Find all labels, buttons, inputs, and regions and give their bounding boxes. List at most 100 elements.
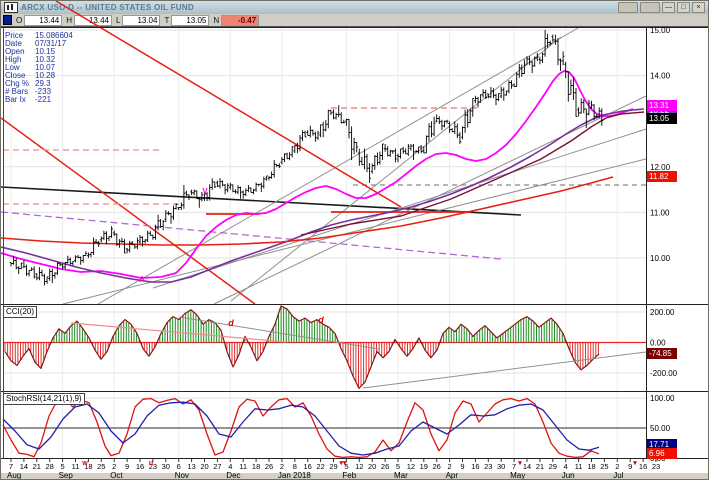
- date-tick-label: 6: [177, 462, 181, 471]
- price-marker-V: V: [202, 187, 208, 196]
- axis-red-marker: w: [81, 460, 88, 467]
- date-tick-label: 26: [433, 462, 441, 471]
- stochrsi-signal-line: [2, 401, 600, 456]
- date-tick-label: 7: [512, 462, 516, 471]
- date-tick-label: 26: [265, 462, 273, 471]
- date-axis: 7 14 21 28 5 11 18 25 2 9 16 23 30 6 13 20 27 4 11 18 26 2 8 16…: [7, 459, 660, 480]
- info-row: # Bars -233: [5, 88, 73, 96]
- quote-field-label-O: O: [16, 15, 23, 25]
- month-label: Aug: [7, 471, 21, 480]
- quote-symbol-chip: [3, 15, 12, 25]
- date-tick-label: 2: [448, 462, 452, 471]
- info-label: # Bars: [5, 87, 29, 96]
- axis-badge-6.96: 6.96: [647, 448, 677, 459]
- info-label: Close: [5, 71, 26, 80]
- date-tick-label: 11: [72, 462, 80, 471]
- cci-axis-label: -200.00: [650, 369, 678, 378]
- fast-ema-line: [1, 70, 634, 279]
- info-row: Open 10.15: [5, 48, 73, 56]
- price-marker-Λ: Λ: [139, 275, 145, 284]
- gray-channel-1: [62, 158, 647, 305]
- restore-button[interactable]: □: [677, 2, 690, 13]
- window-buttons: — □ ×: [618, 2, 705, 13]
- close-button[interactable]: ×: [692, 2, 705, 13]
- minimize-button[interactable]: —: [662, 2, 675, 13]
- date-tick-label: 25: [600, 462, 608, 471]
- main-chart-area[interactable]: [4, 28, 646, 304]
- date-tick-label: 13: [187, 462, 195, 471]
- date-tick-label: 8: [293, 462, 297, 471]
- date-tick-label: 28: [46, 462, 54, 471]
- price-axis-label: 12.00: [650, 163, 671, 172]
- axis-badge-17.71: 17.71: [647, 439, 677, 450]
- info-row: Date 07/31/17: [5, 40, 73, 48]
- info-value: 07/31/17: [35, 39, 67, 48]
- date-tick-label: 21: [33, 462, 41, 471]
- date-tick-label: 21: [536, 462, 544, 471]
- gray-channel-4: [213, 95, 647, 305]
- month-label: May: [510, 471, 525, 480]
- data-info-panel: Price 15.086604 Date 07/31/17 Open 10.15 High 1…: [5, 32, 73, 104]
- date-tick-label: 4: [228, 462, 232, 471]
- month-label: Jan 2018: [278, 471, 311, 480]
- gray-channel-3: [152, 128, 647, 289]
- date-tick-label: 18: [252, 462, 260, 471]
- cci-pink-downtrend: [70, 322, 287, 343]
- month-label: Dec: [226, 471, 240, 480]
- date-tick-label: 26: [381, 462, 389, 471]
- date-tick-label: 2: [280, 462, 284, 471]
- quote-bar: O 13.44 H 13.44 L 13.04 T 13.05 N -0.47: [1, 14, 708, 27]
- date-tick-label: 12: [355, 462, 363, 471]
- cci-gray-uptrend: [362, 351, 647, 389]
- month-label: Oct: [110, 471, 123, 480]
- info-value: 10.15: [35, 47, 56, 56]
- month-label: Nov: [175, 471, 189, 480]
- date-tick-label: 11: [575, 462, 583, 471]
- date-tick-label: 23: [484, 462, 492, 471]
- cci-annotation-d: d: [228, 318, 234, 328]
- info-value: -233: [35, 87, 52, 96]
- date-tick-label: 27: [213, 462, 221, 471]
- date-tick-label: 23: [149, 462, 157, 471]
- price-trend-lines: [1, 1, 647, 305]
- red-downtrend-2: [1, 117, 256, 305]
- month-label: Apr: [446, 471, 459, 480]
- cci-panel-area[interactable]: [4, 305, 646, 391]
- window-title: ARCX USO D -- UNITED STATES OIL FUND: [21, 3, 195, 12]
- date-tick-label: 12: [407, 462, 415, 471]
- date-tick-label: 19: [420, 462, 428, 471]
- axis-badge-13.31: 13.31: [647, 100, 677, 111]
- info-row: High 10.32: [5, 56, 73, 64]
- black-resistance-line: [1, 186, 522, 216]
- purple-dashed-downtrend: [1, 211, 502, 260]
- titlebar-tool-button-1[interactable]: [618, 2, 638, 13]
- date-tick-label: 5: [61, 462, 65, 471]
- axis-red-marker: ▾: [632, 460, 637, 467]
- axis-red-marker: u: [149, 460, 153, 467]
- info-label: Low: [5, 63, 20, 72]
- cci-axis-label: 200.00: [650, 308, 675, 317]
- date-tick-label: 30: [497, 462, 505, 471]
- date-tick-label: 20: [200, 462, 208, 471]
- slow-ma-line: [300, 111, 645, 236]
- cci-panel-label: CCI(20): [3, 306, 38, 318]
- info-value: 10.28: [35, 71, 56, 80]
- date-tick-label: 16: [471, 462, 479, 471]
- date-tick-label: 16: [639, 462, 647, 471]
- quote-field-value-H: 13.44: [74, 14, 113, 26]
- date-tick-label: 2: [112, 462, 116, 471]
- date-tick-label: 22: [316, 462, 324, 471]
- info-label: High: [5, 55, 22, 64]
- info-row: Close 10.28: [5, 72, 73, 80]
- stochrsi-fast-line: [2, 397, 600, 459]
- price-axis-label: 10.00: [650, 254, 671, 263]
- stochrsi-axis-label: 100.00: [650, 394, 675, 403]
- stochrsi-panel-area[interactable]: [4, 392, 646, 458]
- titlebar-tool-button-2[interactable]: [640, 2, 660, 13]
- quote-field-value-T: 13.05: [171, 14, 210, 26]
- info-value: 15.086604: [35, 31, 73, 40]
- date-tick-label: 14: [20, 462, 28, 471]
- date-tick-label: 16: [304, 462, 312, 471]
